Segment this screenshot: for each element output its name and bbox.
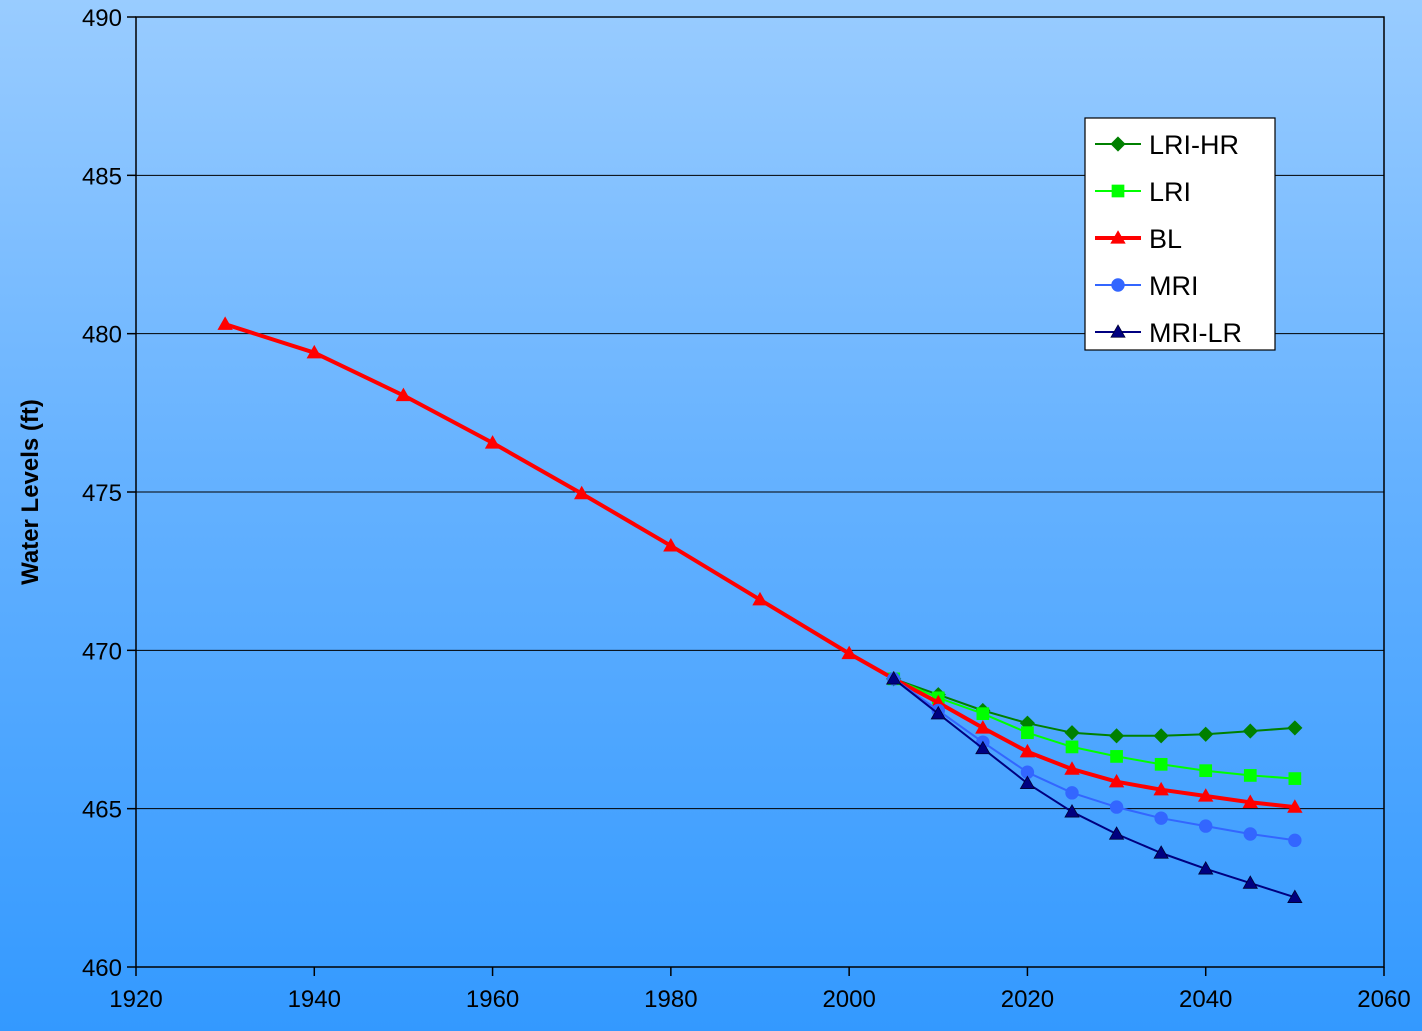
data-point-mri-lr: [1019, 775, 1036, 789]
x-tick-label: 2060: [1357, 986, 1410, 1013]
data-point-bl: [574, 485, 590, 500]
legend-item-mri: MRI: [1095, 271, 1199, 301]
y-tick-label: 465: [82, 797, 122, 824]
legend: LRI-HR LRI BL MRI MRI-LR: [1084, 117, 1276, 351]
y-tick-label: 475: [82, 480, 122, 507]
legend-marker: [1110, 230, 1126, 244]
data-point-mri: [1199, 819, 1213, 833]
data-point-bl: [841, 645, 857, 660]
y-tick-label: 460: [82, 955, 122, 982]
data-point-bl: [1019, 743, 1036, 758]
x-tick-label: 1980: [644, 986, 697, 1013]
y-tick-label: 490: [82, 5, 122, 32]
data-point-lri-hr: [1198, 726, 1214, 742]
series-line-mri: [893, 677, 1296, 842]
data-point-bl: [395, 387, 412, 402]
data-point-bl: [306, 344, 322, 359]
series-lri: [887, 672, 1302, 785]
data-point-bl: [1153, 781, 1169, 796]
legend-item-lri: LRI: [1095, 177, 1191, 207]
data-point-mri: [1243, 827, 1257, 841]
data-point-bl: [484, 435, 501, 449]
x-axis: 1920 1940 1960 1980 2000 2020 2040 2060: [109, 967, 1411, 1013]
x-tick-label: 1920: [109, 986, 162, 1013]
series-mri-lr: [886, 671, 1303, 903]
x-tick-label: 1940: [288, 986, 341, 1013]
legend-label: LRI-HR: [1149, 130, 1239, 160]
x-tick-label: 2020: [1001, 986, 1054, 1013]
legend-label: BL: [1149, 224, 1182, 254]
x-tick-label: 2040: [1179, 986, 1232, 1013]
data-point-bl: [217, 316, 233, 330]
data-point-mri-lr: [1287, 889, 1303, 903]
data-point-bl: [752, 591, 768, 606]
data-point-bl: [663, 538, 679, 552]
legend-label: MRI-LR: [1149, 318, 1242, 348]
series-line-bl: [224, 322, 1296, 810]
data-point-lri-hr: [1109, 728, 1125, 744]
data-point-lri: [1243, 769, 1257, 782]
y-tick-label: 480: [82, 322, 122, 349]
y-tick-label: 485: [82, 163, 122, 190]
data-point-lri-hr: [1242, 723, 1258, 739]
data-point-bl: [1064, 761, 1080, 775]
data-point-lri: [976, 707, 990, 721]
x-tick-label: 2000: [822, 986, 875, 1013]
series-line-lri-hr: [893, 677, 1295, 737]
data-point-lri-hr: [1153, 728, 1169, 744]
series-line-mri-lr: [893, 678, 1296, 899]
data-point-bl: [1242, 794, 1258, 808]
data-point-mri: [1288, 833, 1302, 848]
legend-marker: [1110, 324, 1126, 338]
data-point-bl: [1198, 788, 1214, 802]
legend-label: MRI: [1149, 271, 1199, 301]
legend-item-mri-lr: MRI-LR: [1095, 318, 1242, 348]
legend-marker: [1111, 278, 1125, 292]
data-point-mri: [1154, 811, 1168, 825]
data-point-lri-hr: [1287, 720, 1303, 736]
data-point-mri-lr: [930, 705, 946, 720]
data-point-lri: [1110, 750, 1123, 763]
series-layer: [217, 316, 1303, 903]
data-point-mri-lr: [975, 740, 991, 755]
legend-marker: [1110, 136, 1126, 152]
data-point-lri: [1065, 740, 1079, 754]
data-point-mri-lr: [1198, 861, 1214, 875]
data-point-bl: [1287, 799, 1303, 813]
legend-item-bl: BL: [1095, 224, 1182, 254]
data-point-mri-lr: [1153, 845, 1169, 859]
series-bl: [217, 316, 1303, 813]
legend-item-lri-hr: LRI-HR: [1095, 130, 1239, 160]
series-line-lri: [893, 677, 1295, 780]
y-axis: 460 465 470 475 480 485 490: [82, 5, 136, 982]
data-point-bl: [1108, 773, 1125, 788]
data-point-lri: [1288, 772, 1302, 785]
data-point-mri-lr: [886, 671, 902, 685]
data-point-mri-lr: [1108, 826, 1125, 840]
y-axis-title: Water Levels (ft): [17, 399, 44, 585]
data-point-lri: [1199, 764, 1213, 778]
x-tick-label: 1960: [466, 986, 519, 1013]
data-point-lri: [1154, 757, 1168, 771]
y-tick-label: 470: [82, 638, 122, 665]
data-point-bl: [975, 720, 991, 734]
data-point-lri: [1021, 726, 1034, 740]
legend-label: LRI: [1149, 177, 1191, 207]
data-point-mri: [1109, 800, 1124, 814]
data-point-mri-lr: [1242, 875, 1258, 889]
data-point-lri-hr: [1064, 725, 1080, 741]
legend-marker: [1111, 184, 1125, 198]
data-point-mri-lr: [1064, 804, 1080, 818]
data-point-mri: [1065, 786, 1079, 800]
